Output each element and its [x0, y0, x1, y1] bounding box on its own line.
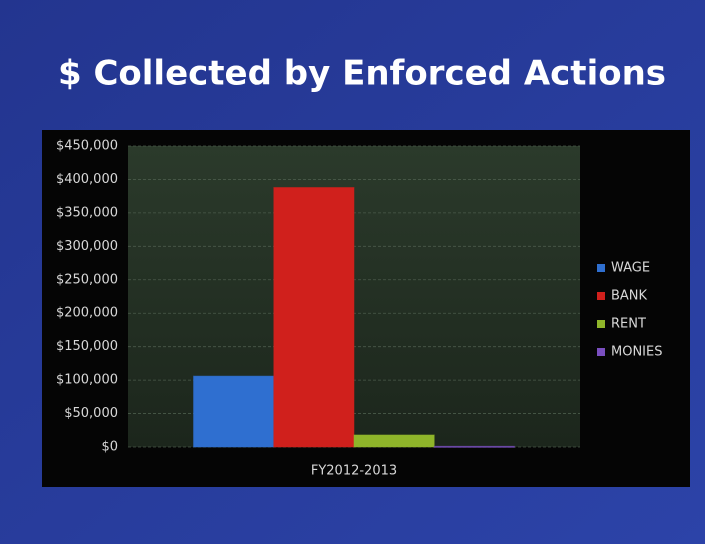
bar: [193, 375, 275, 448]
legend-label: MONIES: [611, 345, 662, 360]
legend-swatch: [597, 348, 605, 356]
legend-swatch: [597, 320, 605, 328]
y-tick-label: $250,000: [56, 272, 118, 287]
y-tick-label: $50,000: [64, 406, 118, 421]
legend-label: RENT: [611, 317, 646, 332]
y-tick-label: $400,000: [56, 172, 118, 187]
legend-swatch: [597, 292, 605, 300]
y-tick-label: $450,000: [56, 139, 118, 154]
y-tick-label: $300,000: [56, 239, 118, 254]
x-tick-label: FY2012-2013: [311, 464, 397, 479]
y-tick-label: $100,000: [56, 373, 118, 388]
bar: [353, 434, 435, 448]
legend-label: WAGE: [611, 261, 650, 276]
bar: [433, 445, 515, 448]
y-tick-label: $150,000: [56, 339, 118, 354]
legend-label: BANK: [611, 289, 648, 304]
y-tick-label: $200,000: [56, 306, 118, 321]
y-tick-label: $350,000: [56, 205, 118, 220]
y-tick-label: $0: [101, 440, 118, 455]
bar: [273, 186, 355, 448]
legend-swatch: [597, 264, 605, 272]
chart-title: $ Collected by Enforced Actions: [58, 54, 666, 94]
